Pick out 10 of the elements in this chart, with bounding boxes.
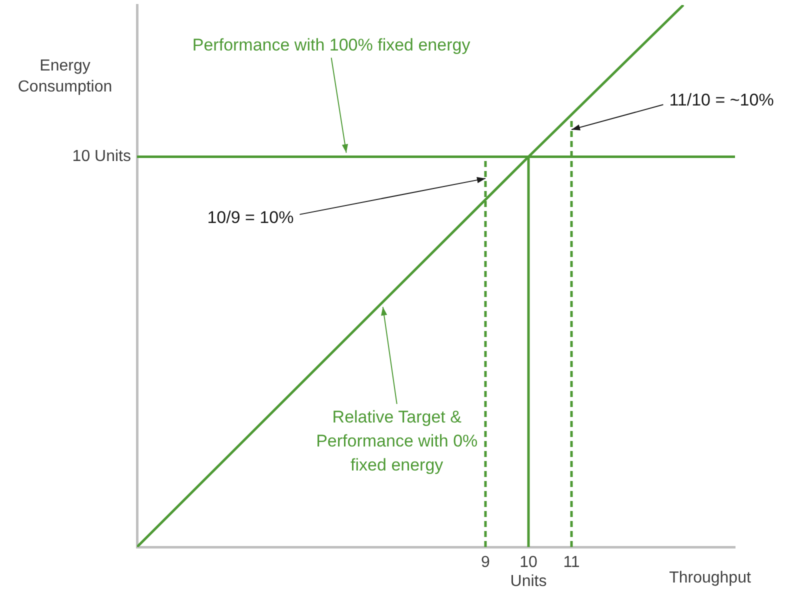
y-axis-title: Energy Consumption	[18, 57, 112, 96]
annotation: 10/9 = 10%	[207, 208, 294, 228]
x-tick-label: 9	[481, 554, 490, 572]
x-tick-label: 10 Units	[510, 554, 547, 590]
x-tick-label: 11	[563, 554, 580, 572]
series-label: Relative Target & Performance with 0% fixed energy	[316, 408, 478, 475]
text: Performance with 100% fixed energy	[192, 35, 471, 54]
annotation: 11/10 = ~10%	[669, 90, 774, 110]
x-axis-title: Throughput	[669, 569, 752, 586]
text: 10 Units	[72, 148, 131, 166]
